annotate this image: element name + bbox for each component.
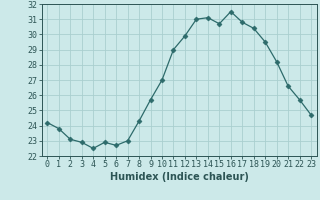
X-axis label: Humidex (Indice chaleur): Humidex (Indice chaleur) xyxy=(110,172,249,182)
